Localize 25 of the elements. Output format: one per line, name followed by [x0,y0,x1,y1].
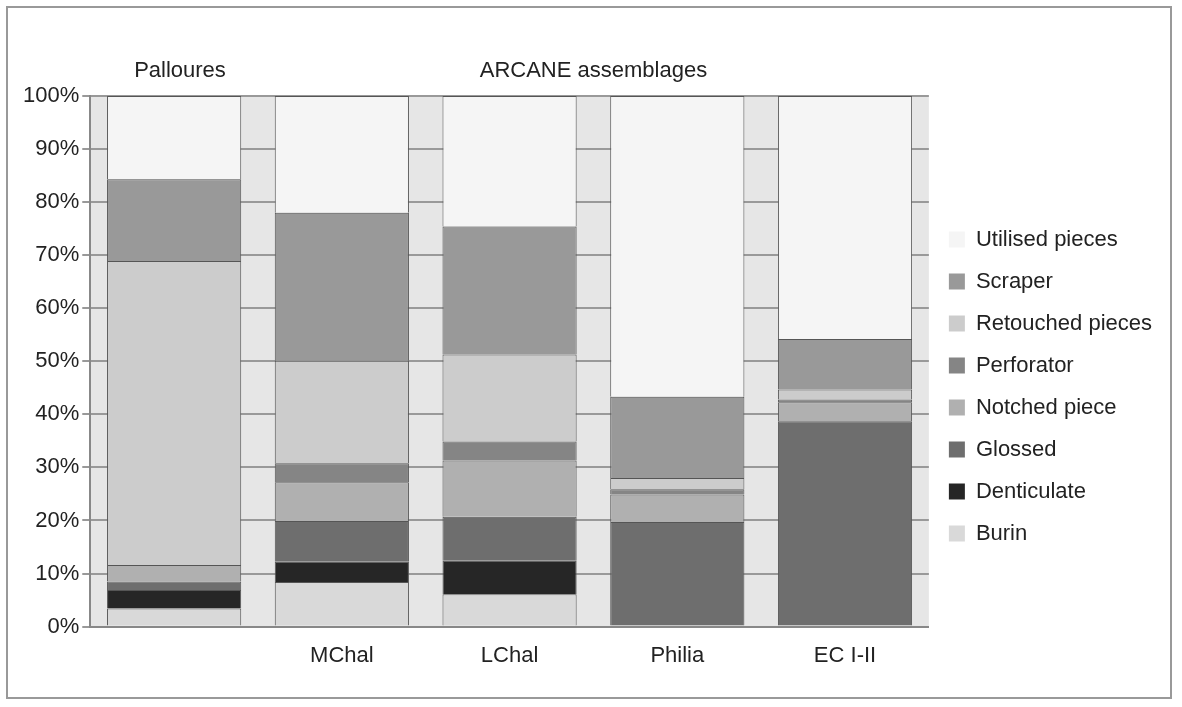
x-tick-label: MChal [310,641,374,667]
legend-label: Denticulate [975,477,1086,503]
y-tick-label: 10% [35,559,80,585]
y-tick-label: 80% [35,188,80,214]
x-tick-label: EC I-II [813,641,877,667]
legend-label: Burin [975,519,1028,545]
legend-label: Perforator [975,351,1074,377]
y-tick-label: 90% [35,135,80,161]
legend-label: Scraper [975,267,1053,293]
y-tick-label: 50% [35,347,80,373]
y-tick-label: 20% [35,506,80,532]
legend-label: Utilised pieces [975,225,1118,251]
y-tick-label: 30% [35,453,80,479]
legend-label: Glossed [975,435,1057,461]
y-tick-label: 70% [35,241,80,267]
x-tick-label: LChal [480,641,539,667]
y-tick-label: 100% [22,82,80,108]
y-tick-label: 40% [35,400,80,426]
legend-label: Retouched pieces [975,309,1153,335]
legend-label: Notched piece [975,393,1117,419]
y-tick-label: 0% [47,612,80,638]
text: Palloures [134,57,226,83]
y-tick-label: 60% [35,294,80,320]
x-tick-label: Philia [650,641,705,667]
text: ARCANE assemblages [479,57,708,83]
